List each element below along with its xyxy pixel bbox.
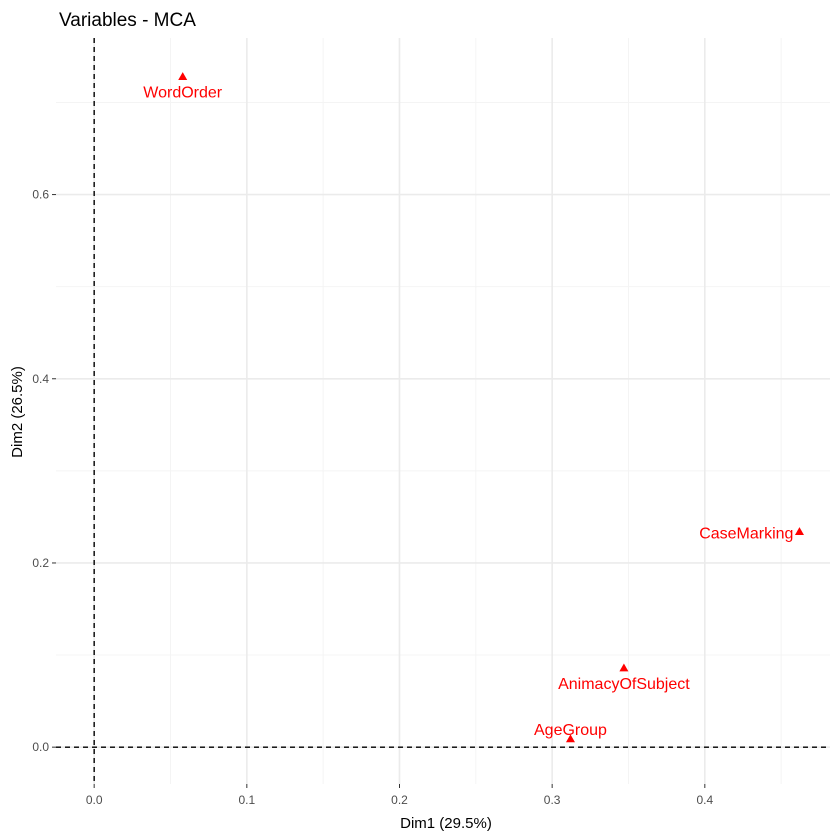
x-tick-label: 0.1 <box>238 793 255 807</box>
y-tick-label: 0.2 <box>32 556 49 570</box>
point-label: CaseMarking <box>699 526 793 543</box>
data-points: WordOrder CaseMarking AnimacyOfSubject AgeG… <box>143 72 804 743</box>
point-marker <box>565 734 575 743</box>
chart-title: Variables - MCA <box>59 10 196 31</box>
point-label: WordOrder <box>143 85 223 102</box>
x-axis-label: Dim1 (29.5%) <box>400 815 492 832</box>
grid <box>56 38 830 784</box>
y-axis-label: Dim2 (26.5%) <box>9 366 26 458</box>
x-tick-label: 0.4 <box>696 793 713 807</box>
x-tick-label: 0.3 <box>544 793 561 807</box>
point-marker <box>794 527 804 536</box>
point-marker <box>619 663 629 672</box>
point-marker <box>178 72 188 81</box>
x-tick-label: 0.2 <box>391 793 408 807</box>
point-label: AgeGroup <box>534 722 607 739</box>
y-tick-label: 0.6 <box>32 188 49 202</box>
y-tick-label: 0.0 <box>32 740 49 754</box>
y-tick-label: 0.4 <box>32 372 49 386</box>
x-tick-label: 0.0 <box>86 793 103 807</box>
point-label: AnimacyOfSubject <box>558 676 690 693</box>
reference-lines <box>56 38 830 784</box>
axis-ticks: 0.0 0.1 0.2 0.3 0.4 0.0 0.2 0.4 0.6 <box>32 188 713 807</box>
